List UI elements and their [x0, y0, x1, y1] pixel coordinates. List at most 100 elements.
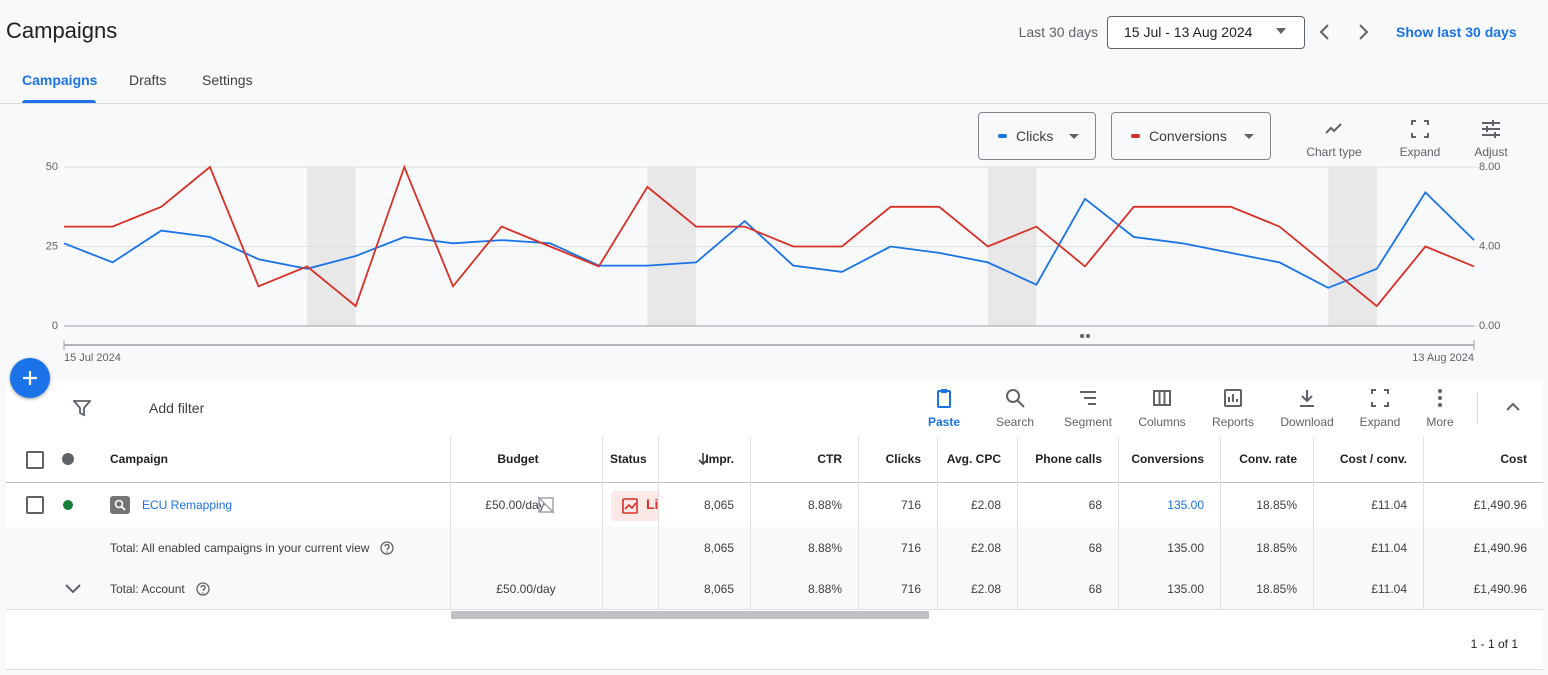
column-header[interactable]: Conv. rate	[1239, 452, 1297, 466]
column-header[interactable]: Cost	[1500, 452, 1527, 466]
value-cell: £11.04	[1371, 581, 1407, 596]
col-border	[1118, 482, 1119, 527]
col-border	[858, 482, 859, 527]
value-cell: 8.88%	[807, 497, 842, 512]
chart-tool[interactable]: Adjust	[1474, 145, 1508, 159]
chart-tool[interactable]: Chart type	[1306, 145, 1362, 159]
tab[interactable]: Drafts	[129, 72, 167, 88]
value-cell: 68	[1088, 497, 1102, 512]
toolbar-button[interactable]: Paste	[927, 415, 961, 429]
col-border	[602, 568, 603, 609]
value-cell: 18.85%	[1256, 497, 1297, 512]
col-border	[658, 482, 659, 527]
col-border	[937, 437, 938, 482]
status-dot	[63, 499, 73, 510]
column-header[interactable]: Phone calls	[1035, 452, 1102, 466]
prev-button	[1319, 24, 1329, 40]
x-tick-label: 15 Jul 2024	[64, 352, 121, 364]
toolbar-button[interactable]: Search	[995, 415, 1035, 429]
col-border	[602, 527, 603, 568]
col-border	[1313, 482, 1314, 527]
col-border	[750, 437, 751, 482]
chart: 0 25 50 0.00 4.00 8.00 15 Jul 2024 13 Aug 2024	[46, 161, 1501, 364]
page-title: Campaigns	[6, 18, 118, 43]
date-range: 15 Jul - 13 Aug 2024	[1124, 24, 1253, 40]
caret	[1244, 134, 1254, 139]
col-border	[450, 527, 451, 568]
value-cell: 716	[900, 540, 921, 555]
campaign-cell: Total: Account	[110, 581, 185, 596]
legend-label: Conversions	[1149, 128, 1227, 144]
value-cell: £2.08	[970, 540, 1001, 555]
sort-icon	[698, 453, 708, 466]
col-border	[1423, 482, 1424, 527]
col-border	[1017, 527, 1018, 568]
column-header[interactable]: Budget	[497, 452, 539, 466]
col-border	[1423, 437, 1424, 482]
value-cell: 18.85%	[1256, 540, 1297, 555]
value-cell[interactable]: 135.00	[1167, 497, 1204, 512]
checkbox[interactable]	[26, 495, 44, 514]
column-header[interactable]: Avg. CPC	[946, 452, 1001, 466]
col-border	[602, 437, 603, 482]
col-border	[658, 437, 659, 482]
budget-cell: £50.00/day	[485, 497, 545, 512]
status-dot-header	[62, 453, 74, 465]
toolbar-button[interactable]: Expand	[1359, 415, 1401, 429]
col-border	[1423, 527, 1424, 568]
scrollbar[interactable]	[451, 611, 929, 619]
col-border	[858, 568, 859, 609]
column-header[interactable]: Impr.	[705, 452, 734, 466]
value-cell: 8.88%	[807, 540, 842, 555]
toolbar-icon	[1006, 389, 1025, 408]
date-picker[interactable]: 15 Jul - 13 Aug 2024	[1107, 16, 1305, 49]
campaign-cell[interactable]: ECU Remapping	[142, 497, 233, 512]
row-bg	[6, 568, 1543, 609]
metric-selector[interactable]: Conversions	[1111, 112, 1271, 160]
toolbar-button[interactable]: More	[1426, 415, 1454, 429]
column-header[interactable]: Conversions	[1131, 452, 1204, 466]
col-border	[858, 437, 859, 482]
collapse-button	[1506, 402, 1520, 411]
help-icon	[196, 581, 210, 596]
tab[interactable]: Campaigns	[22, 72, 98, 88]
value-cell: 716	[900, 581, 921, 596]
column-header[interactable]: Campaign	[110, 452, 169, 466]
chart-tool[interactable]: Expand	[1399, 145, 1441, 159]
divider	[0, 103, 1548, 104]
col-border	[1220, 437, 1221, 482]
toolbar-button[interactable]: Columns	[1138, 415, 1186, 429]
value-cell: £2.08	[970, 581, 1001, 596]
column-header[interactable]: Clicks	[885, 452, 921, 466]
col-border	[937, 568, 938, 609]
col-border	[1017, 482, 1018, 527]
toolbar-icon	[1224, 389, 1242, 407]
value-cell: £1,490.96	[1473, 581, 1527, 596]
x-tick-label: 13 Aug 2024	[1412, 352, 1474, 364]
row-border	[6, 609, 1543, 610]
add-filter[interactable]: Add filter	[149, 400, 205, 416]
col-border	[658, 527, 659, 568]
column-header[interactable]: Cost / conv.	[1339, 452, 1407, 466]
toolbar-icon	[1371, 389, 1389, 407]
edit-budget-icon	[537, 496, 555, 513]
col-border	[1313, 527, 1314, 568]
col-border	[1423, 568, 1424, 609]
toolbar-icon	[1300, 390, 1314, 407]
row-border	[6, 482, 1543, 483]
show-last-link[interactable]: Show last 30 days	[1396, 24, 1517, 40]
toolbar-button[interactable]: Reports	[1211, 415, 1255, 429]
separator	[1477, 392, 1478, 424]
budget-cell: £50.00/day	[496, 581, 556, 596]
tab[interactable]: Settings	[202, 72, 253, 88]
chart-tool-icon	[1325, 123, 1342, 134]
filter-icon	[73, 400, 91, 417]
campaign-cell: Total: All enabled campaigns in your cur…	[110, 540, 370, 555]
metric-selector[interactable]: Clicks	[978, 112, 1096, 160]
checkbox[interactable]	[26, 451, 44, 469]
toolbar-button[interactable]: Segment	[1063, 415, 1113, 429]
column-header[interactable]: Status	[610, 452, 647, 466]
toolbar-button[interactable]: Download	[1280, 415, 1334, 429]
legend-swatch	[1131, 134, 1140, 138]
column-header[interactable]: CTR	[817, 452, 842, 466]
